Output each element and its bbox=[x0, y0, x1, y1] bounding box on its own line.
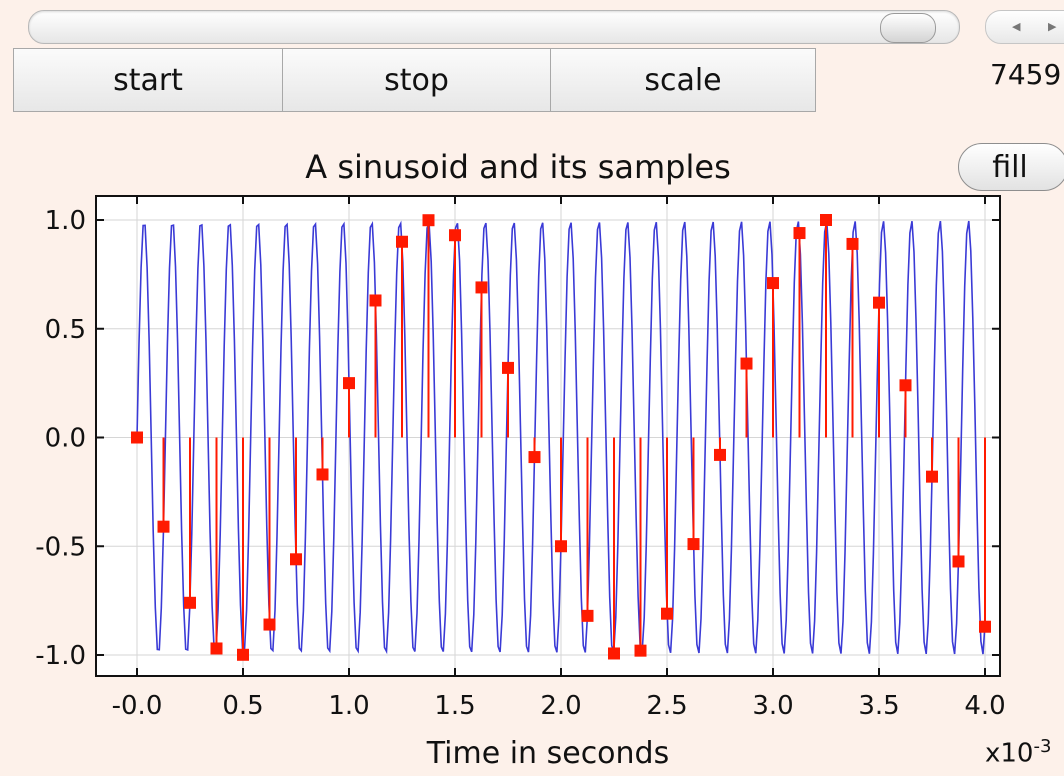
y-tick-label: 1.0 bbox=[45, 206, 86, 236]
fill-button[interactable]: fill bbox=[958, 143, 1064, 191]
x-tick-label: 2.0 bbox=[540, 691, 581, 721]
arrow-left-icon[interactable]: ◀ bbox=[1012, 20, 1021, 33]
start-button[interactable]: start bbox=[13, 48, 283, 112]
x-tick-label: -0.0 bbox=[112, 691, 163, 721]
sample-point bbox=[369, 294, 382, 307]
sample-point bbox=[661, 607, 673, 620]
sample-point bbox=[555, 540, 567, 553]
slider-thumb[interactable] bbox=[880, 13, 936, 43]
x-multiplier-exponent: -3 bbox=[1033, 736, 1052, 757]
sample-point bbox=[793, 227, 806, 240]
sample-point bbox=[873, 296, 885, 309]
sample-point bbox=[926, 470, 938, 483]
frequency-slider[interactable] bbox=[28, 10, 960, 44]
sample-point bbox=[740, 357, 753, 370]
sample-point bbox=[846, 237, 859, 250]
scale-button[interactable]: scale bbox=[550, 48, 816, 112]
sample-point bbox=[131, 431, 143, 444]
sample-point bbox=[449, 229, 461, 242]
slider-stepper[interactable] bbox=[985, 10, 1064, 44]
y-tick-label: -1.0 bbox=[35, 641, 86, 671]
sample-point bbox=[184, 596, 196, 609]
sample-point bbox=[290, 553, 302, 566]
x-tick-label: 1.0 bbox=[328, 691, 369, 721]
plot-title: A sinusoid and its samples bbox=[305, 148, 731, 186]
sample-point bbox=[581, 609, 594, 622]
sample-point bbox=[210, 642, 223, 655]
sample-point bbox=[899, 379, 912, 392]
sample-point bbox=[952, 555, 965, 568]
sample-point bbox=[422, 214, 435, 227]
sample-point bbox=[528, 451, 541, 464]
y-tick-label: 0.5 bbox=[45, 315, 86, 345]
sample-point bbox=[475, 281, 488, 294]
x-axis-label: Time in seconds bbox=[426, 736, 670, 771]
sample-point bbox=[687, 538, 700, 551]
frequency-readout: 7459 bbox=[990, 58, 1062, 91]
sample-point bbox=[502, 361, 514, 374]
sample-point bbox=[979, 620, 991, 633]
sample-point bbox=[634, 644, 647, 657]
sample-point bbox=[343, 377, 355, 390]
x-tick-label: 3.0 bbox=[752, 691, 793, 721]
sample-point bbox=[608, 647, 620, 660]
sample-point bbox=[237, 648, 249, 661]
x-axis-multiplier: x10-3 bbox=[985, 736, 1051, 769]
sample-point bbox=[396, 235, 408, 248]
x-tick-label: 1.5 bbox=[434, 691, 475, 721]
sample-point bbox=[316, 468, 329, 481]
x-tick-label: 2.5 bbox=[646, 691, 687, 721]
sample-point bbox=[714, 448, 726, 461]
sample-point bbox=[157, 520, 170, 533]
arrow-right-icon[interactable]: ▶ bbox=[1048, 20, 1057, 33]
x-tick-label: 3.5 bbox=[858, 691, 899, 721]
x-multiplier-base: x10 bbox=[985, 738, 1034, 769]
y-tick-label: 0.0 bbox=[45, 424, 86, 454]
x-tick-label: 4.0 bbox=[964, 691, 1005, 721]
sample-point bbox=[263, 618, 276, 631]
sample-point bbox=[820, 214, 832, 226]
slider-bar: ◀ ▶ bbox=[0, 0, 1064, 45]
y-tick-label: -0.5 bbox=[35, 532, 86, 562]
stop-button[interactable]: stop bbox=[282, 48, 551, 112]
x-tick-label: 0.5 bbox=[222, 691, 263, 721]
sample-point bbox=[767, 277, 779, 290]
